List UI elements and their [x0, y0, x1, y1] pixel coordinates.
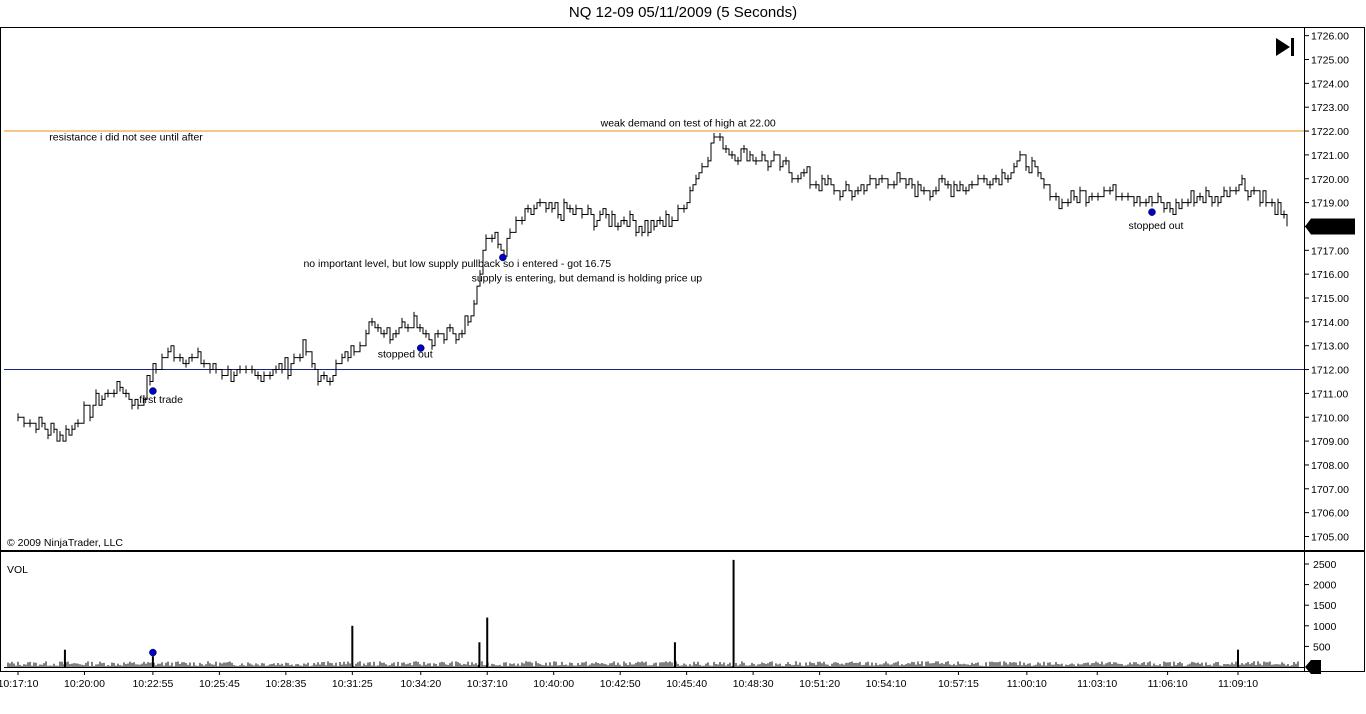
time-tick-label: 10:48:30: [733, 678, 774, 690]
time-x-axis: 10:17:10 10:20:00 10:22:55 10:25:45 10:28:35…: [0, 671, 1258, 690]
annotation-text: weak demand on test of high at 22.00: [600, 117, 776, 129]
time-tick-label: 10:22:55: [132, 678, 173, 690]
price-tick-label: 1710.00: [1311, 412, 1349, 424]
time-tick-label: 10:51:20: [799, 678, 840, 690]
trade-marker-dot: [1148, 208, 1156, 216]
volume-tick-label: 1500: [1313, 600, 1337, 612]
time-tick-label: 10:45:40: [666, 678, 707, 690]
volume-bar: [1237, 649, 1239, 667]
volume-tick-label: 1000: [1313, 621, 1337, 633]
price-tick-label: 1706.00: [1311, 508, 1349, 520]
time-tick-label: 11:00:10: [1007, 678, 1047, 690]
last-price-marker: 1718.00: [1305, 218, 1355, 235]
price-line: [18, 136, 1288, 442]
price-tick-label: 1726.00: [1311, 31, 1349, 43]
volume-marker-dot: [149, 648, 157, 657]
time-tick-label: 10:34:20: [400, 678, 441, 690]
trade-marker-dot: [149, 387, 157, 395]
time-tick-label: 10:57:15: [938, 678, 979, 690]
annotation-text: resistance i did not see until after: [49, 132, 203, 144]
volume-bar: [732, 559, 735, 667]
volume-bar: [63, 649, 66, 667]
time-tick-label: 10:17:10: [0, 678, 39, 690]
price-tick-label: 1721.00: [1311, 150, 1349, 162]
price-tick-label: 1720.00: [1311, 174, 1349, 186]
volume-series: [4, 559, 1304, 668]
annotation-text: no important level, but low supply pullb…: [303, 258, 611, 270]
price-tick-label: 1714.00: [1311, 317, 1349, 329]
volume-panel-frame: [0, 551, 1365, 672]
annotation-text: stopped out: [378, 349, 433, 361]
price-tick-label: 1707.00: [1311, 484, 1349, 496]
time-tick-label: 10:20:00: [64, 678, 105, 690]
horizontal-lines: [4, 130, 1304, 371]
price-tick-label: 1719.00: [1311, 198, 1349, 210]
time-tick-label: 10:28:35: [265, 678, 306, 690]
price-tick-label: 1709.00: [1311, 436, 1349, 448]
price-tick-label: 1724.00: [1311, 78, 1349, 90]
annotation-text: stopped out: [1129, 220, 1184, 232]
time-tick-label: 10:54:10: [866, 678, 907, 690]
price-tick-label: 1713.00: [1311, 341, 1349, 353]
last-volume-label: 1: [1312, 662, 1318, 674]
price-tick-label: 1708.00: [1311, 460, 1349, 472]
annotation-text: supply is entering, but demand is holdin…: [472, 272, 703, 284]
volume-tick-label: 500: [1313, 641, 1331, 653]
price-tick-label: 1717.00: [1311, 245, 1349, 257]
price-tick-label: 1723.00: [1311, 102, 1349, 114]
volume-panel-label: VOL: [7, 564, 28, 576]
price-tick-label: 1712.00: [1311, 365, 1349, 377]
volume-bar: [478, 642, 481, 667]
time-tick-label: 10:40:00: [533, 678, 574, 690]
time-tick-label: 10:25:45: [199, 678, 240, 690]
volume-bar: [151, 656, 154, 667]
price-tick-label: 1715.00: [1311, 293, 1349, 305]
copyright-text: © 2009 NinjaTrader, LLC: [7, 537, 123, 549]
time-tick-label: 10:31:25: [332, 678, 373, 690]
time-tick-label: 10:37:10: [467, 678, 508, 690]
price-tick-label: 1725.00: [1311, 55, 1349, 67]
volume-tick-label: 2000: [1313, 580, 1337, 592]
volume-bar: [486, 617, 489, 667]
volume-tick-label: 2500: [1313, 559, 1337, 571]
price-panel-frame: [0, 27, 1365, 551]
last-volume-marker: 1: [1305, 659, 1321, 674]
volume-bar: [351, 625, 354, 667]
price-series: [17, 133, 1288, 442]
trade-markers: [149, 208, 1156, 657]
price-tick-label: 1722.00: [1311, 126, 1349, 138]
annotation-text: first trade: [139, 394, 183, 406]
time-tick-label: 11:06:10: [1148, 678, 1188, 690]
price-tick-label: 1716.00: [1311, 269, 1349, 281]
trade-marker-dot: [417, 344, 425, 352]
last-price-label: 1718.00: [1313, 221, 1351, 233]
price-tick-label: 1711.00: [1311, 388, 1348, 400]
scroll-to-end-icon[interactable]: [1276, 38, 1294, 56]
chart-title: NQ 12-09 05/11/2009 (5 Seconds): [568, 4, 798, 21]
time-tick-label: 11:09:10: [1218, 678, 1258, 690]
time-tick-label: 11:03:10: [1077, 678, 1117, 690]
chart-annotations: resistance i did not see until after weak…: [49, 117, 1183, 406]
volume-y-axis: 500 1000 1500 2000 2500: [1305, 559, 1337, 653]
price-tick-label: 1705.00: [1311, 532, 1349, 544]
price-y-axis: 1705.00 1706.00 1707.00 1708.00 1709.00 1710.…: [1305, 31, 1349, 544]
time-tick-label: 10:42:50: [600, 678, 641, 690]
trade-marker-dot: [499, 253, 507, 262]
volume-bar: [673, 642, 676, 667]
